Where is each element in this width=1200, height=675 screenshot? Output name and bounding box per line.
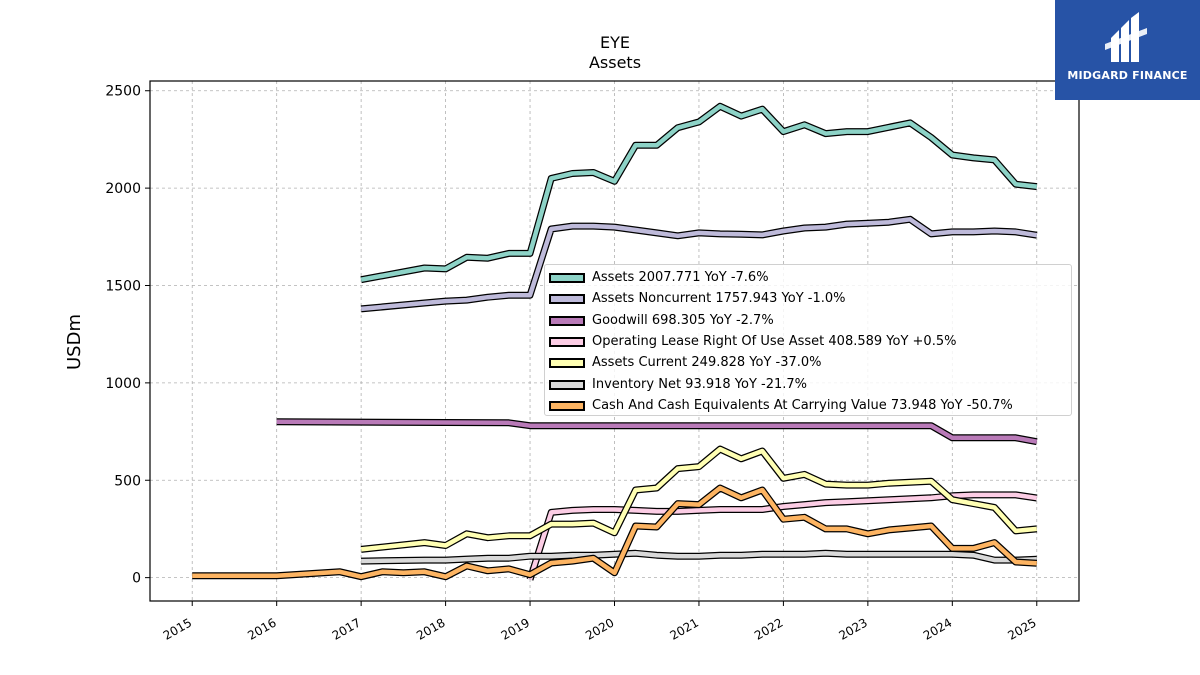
y-tick-label: 1000 [105,376,141,392]
series-outline [360,102,1038,284]
series-stroke [360,217,1038,312]
legend-label: Inventory Net 93.918 YoY -21.7% [592,376,808,392]
series-line-4 [360,445,1038,553]
y-tick-label: 2500 [105,84,141,100]
legend-label: Cash And Cash Equivalents At Carrying Va… [592,397,1013,413]
chart-subtitle: Assets [589,53,641,72]
series-line-1 [360,215,1038,313]
y-axis-label: USDm [64,314,85,370]
legend-swatch [549,273,585,283]
series-stroke [360,446,1038,552]
x-tick-label: 2018 [414,615,447,642]
legend-swatch [549,358,585,369]
logo-mark-icon [1105,12,1147,62]
x-tick-label: 2022 [752,615,785,642]
legend-label: Assets Noncurrent 1757.943 YoY -1.0% [592,291,846,307]
legend-swatch [549,294,585,305]
logo: MIDGARD FINANCE [1055,0,1200,100]
series-line-5 [361,549,1037,565]
series-group [192,102,1038,581]
x-tick-label: 2020 [583,615,616,642]
series-stroke [192,485,1037,579]
x-tick-label: 2021 [668,615,701,642]
y-tick-label: 500 [114,473,141,489]
legend-label: Assets 2007.771 YoY -7.6% [592,270,769,285]
legend-label: Assets Current 249.828 YoY -37.0% [592,355,822,371]
x-tick-label: 2023 [836,615,869,642]
series-line-2 [276,418,1038,446]
legend-swatch [549,379,585,390]
legend-swatch [549,336,585,347]
logo-text: MIDGARD FINANCE [1067,69,1188,82]
legend: Assets 2007.771 YoY -7.6% Assets Noncurre… [544,264,1072,416]
legend-swatch [549,400,585,411]
y-tick-label: 1500 [105,278,141,294]
legend-label: Goodwill 698.305 YoY -2.7% [592,312,774,328]
chart-title: EYE [600,33,630,52]
x-tick-label: 2025 [1005,615,1038,642]
legend-swatch [549,315,585,326]
x-tick-label: 2024 [921,615,954,642]
series-stroke [276,419,1038,444]
series-line-0 [360,102,1038,284]
y-tick-label: 0 [132,571,141,587]
y-tick-label: 2000 [105,181,141,197]
x-tick-label: 2015 [161,615,194,642]
series-stroke [360,104,1038,282]
series-stroke [361,551,1037,564]
x-tick-label: 2019 [499,615,532,642]
x-tick-label: 2016 [245,615,278,642]
legend-label: Operating Lease Right Of Use Asset 408.5… [592,333,957,349]
series-line-6 [192,484,1037,581]
x-tick-label: 2017 [330,615,363,642]
